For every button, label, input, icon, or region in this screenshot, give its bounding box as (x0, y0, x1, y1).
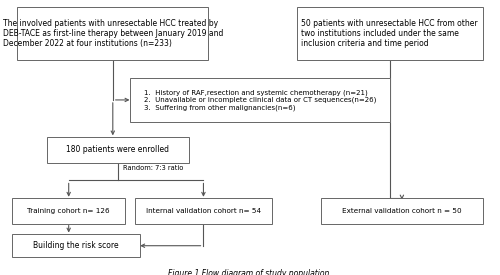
Text: The involved patients with unresectable HCC treated by
DEB-TACE as first-line th: The involved patients with unresectable … (2, 18, 223, 48)
Text: Random: 7:3 ratio: Random: 7:3 ratio (122, 165, 183, 171)
Text: Building the risk score: Building the risk score (33, 241, 119, 250)
FancyBboxPatch shape (17, 7, 208, 60)
Text: External validation cohort n = 50: External validation cohort n = 50 (342, 208, 462, 214)
FancyBboxPatch shape (46, 137, 189, 163)
FancyBboxPatch shape (321, 198, 483, 224)
FancyBboxPatch shape (12, 198, 125, 224)
FancyBboxPatch shape (135, 198, 272, 224)
FancyBboxPatch shape (130, 78, 390, 122)
Text: 50 patients with unresectable HCC from other
two institutions included under the: 50 patients with unresectable HCC from o… (302, 18, 478, 48)
FancyBboxPatch shape (12, 234, 140, 257)
FancyBboxPatch shape (296, 7, 483, 60)
Text: 180 patients were enrolled: 180 patients were enrolled (66, 145, 169, 154)
Text: Training cohort n= 126: Training cohort n= 126 (28, 208, 110, 214)
Text: Figure 1 Flow diagram of study population.: Figure 1 Flow diagram of study populatio… (168, 269, 332, 275)
Text: 1.  History of RAF,resection and systemic chemotherapy (n=21)
2.  Unavailable or: 1. History of RAF,resection and systemic… (144, 89, 376, 111)
Text: Internal validation cohort n= 54: Internal validation cohort n= 54 (146, 208, 261, 214)
